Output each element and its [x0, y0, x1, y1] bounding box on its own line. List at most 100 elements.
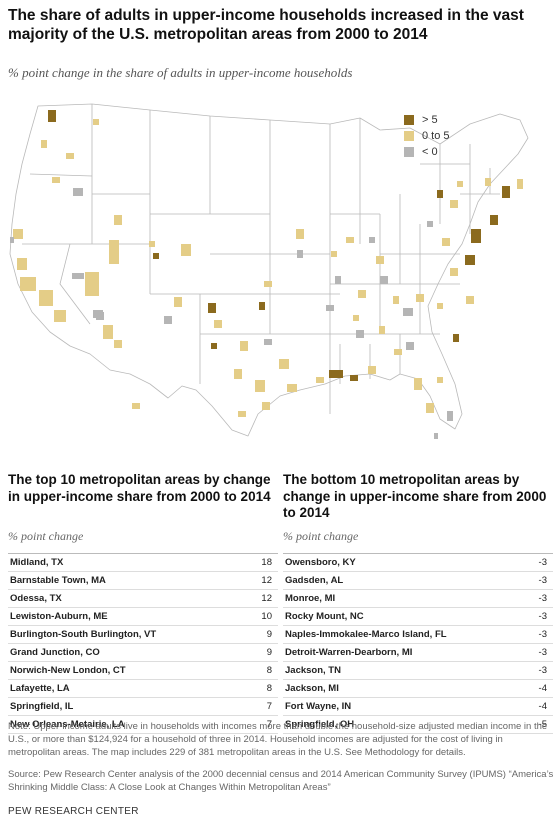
metro-area-shape [262, 402, 270, 410]
metro-area-shape [48, 110, 56, 122]
bottom-table-title: The bottom 10 metropolitan areas by chan… [283, 472, 547, 520]
metro-area-shape [465, 255, 475, 265]
metro-area-shape [164, 316, 172, 324]
metro-area-shape [153, 253, 159, 259]
metro-value: 9 [266, 629, 272, 640]
metro-area-shape [72, 273, 84, 279]
metro-value: -3 [538, 575, 547, 586]
metro-name: Jackson, MI [285, 683, 339, 694]
metro-area-shape [240, 341, 248, 351]
metro-value: 8 [266, 665, 272, 676]
top-table: The top 10 metropolitan areas by change … [8, 472, 278, 734]
metro-area-shape [264, 281, 272, 287]
metro-value: -3 [538, 593, 547, 604]
metro-name: Gadsden, AL [285, 575, 344, 586]
legend-label-mid: 0 to 5 [422, 130, 450, 142]
table-row: New Orleans-Metairie, LA 7 [8, 716, 278, 734]
metro-area-shape [466, 296, 474, 304]
metro-name: Rocky Mount, NC [285, 611, 364, 622]
metro-value: 12 [261, 593, 272, 604]
metro-area-shape [238, 411, 246, 417]
metro-area-shape [502, 186, 510, 198]
legend-swatch-mid [404, 131, 414, 141]
metro-area-shape [13, 229, 23, 239]
metro-area-shape [114, 340, 122, 348]
metro-name: New Orleans-Metairie, LA [10, 719, 125, 730]
table-row: Rocky Mount, NC -3 [283, 608, 553, 626]
metro-area-shape [437, 377, 443, 383]
metro-area-shape [96, 312, 104, 320]
metro-area-shape [406, 342, 414, 350]
metro-name: Lewiston-Auburn, ME [10, 611, 108, 622]
legend-item-high: > 5 [404, 112, 450, 128]
metro-area-shape [453, 334, 459, 342]
metro-name: Fort Wayne, IN [285, 701, 352, 712]
metro-area-shape [379, 326, 385, 334]
metro-area-shape [447, 411, 453, 421]
metro-area-shape [149, 241, 155, 247]
metro-area-shape [85, 272, 99, 296]
metro-area-shape [41, 140, 47, 148]
metro-area-shape [132, 403, 140, 409]
metro-name: Naples-Immokalee-Marco Island, FL [285, 629, 447, 640]
metro-name: Detroit-Warren-Dearborn, MI [285, 647, 413, 658]
metro-area-shape [17, 258, 27, 270]
metro-name: Burlington-South Burlington, VT [10, 629, 157, 640]
metro-area-shape [416, 294, 424, 302]
metro-value: 7 [266, 719, 272, 730]
table-row: Odessa, TX 12 [8, 590, 278, 608]
metro-name: Jackson, TN [285, 665, 341, 676]
metro-area-shape [353, 315, 359, 321]
metro-value: -3 [538, 629, 547, 640]
metro-area-shape [259, 302, 265, 310]
metro-area-shape [434, 433, 438, 439]
metro-area-shape [54, 310, 66, 322]
metro-area-shape [369, 237, 375, 243]
metro-area-shape [380, 276, 388, 284]
table-row: Lafayette, LA 8 [8, 680, 278, 698]
footnote: Note: Upper-income adults live in househ… [8, 721, 548, 758]
metro-area-shape [316, 377, 324, 383]
metro-area-shape [450, 268, 458, 276]
metro-area-shape [442, 238, 450, 246]
map-legend: > 5 0 to 5 < 0 [404, 112, 450, 160]
metro-area-shape [358, 290, 366, 298]
metro-name: Odessa, TX [10, 593, 62, 604]
table-row: Springfield, IL 7 [8, 698, 278, 716]
metro-value: -4 [538, 701, 547, 712]
table-row: Midland, TX 18 [8, 554, 278, 572]
metro-area-shape [181, 244, 191, 256]
metro-value: 8 [266, 683, 272, 694]
metro-area-shape [394, 349, 402, 355]
metro-area-shape [331, 251, 337, 257]
metro-areas [10, 110, 523, 439]
metro-area-shape [114, 215, 122, 225]
legend-label-high: > 5 [422, 114, 438, 126]
metro-area-shape [287, 384, 297, 392]
bottom-table-rows: Owensboro, KY -3 Gadsden, AL -3 Monroe, MI… [283, 553, 553, 734]
metro-area-shape [279, 359, 289, 369]
metro-area-shape [485, 178, 491, 186]
metro-area-shape [296, 229, 304, 239]
table-row: Detroit-Warren-Dearborn, MI -3 [283, 644, 553, 662]
metro-area-shape [403, 308, 413, 316]
top-table-rows: Midland, TX 18 Barnstable Town, MA 12 Odes… [8, 553, 278, 734]
metro-area-shape [264, 339, 272, 345]
metro-area-shape [350, 375, 358, 381]
metro-area-shape [335, 276, 341, 284]
metro-value: -3 [538, 557, 547, 568]
metro-value: 18 [261, 557, 272, 568]
table-row: Jackson, MI -4 [283, 680, 553, 698]
metro-area-shape [346, 237, 354, 243]
metro-area-shape [356, 330, 364, 338]
metro-area-shape [255, 380, 265, 392]
metro-value: -5 [538, 719, 547, 730]
metro-name: Springfield, OH [285, 719, 355, 730]
table-row: Norwich-New London, CT 8 [8, 662, 278, 680]
metro-area-shape [20, 277, 36, 291]
metro-area-shape [471, 229, 481, 243]
publisher-logo: PEW RESEARCH CENTER [8, 806, 139, 817]
table-row: Springfield, OH -5 [283, 716, 553, 734]
table-row: Jackson, TN -3 [283, 662, 553, 680]
table-row: Fort Wayne, IN -4 [283, 698, 553, 716]
